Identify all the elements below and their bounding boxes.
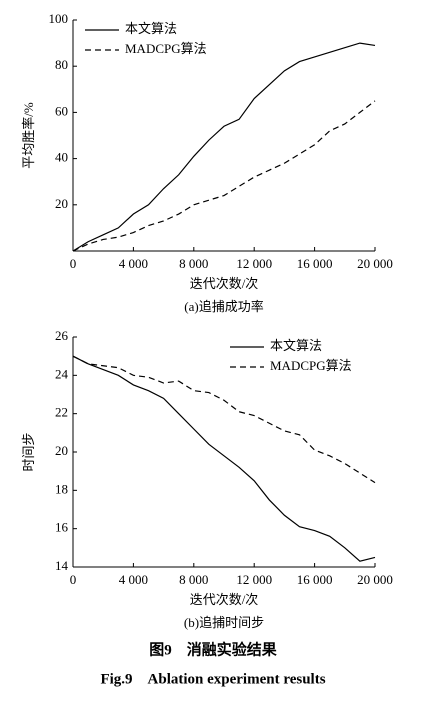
subtitle: (a)追捕成功率 [184,299,263,314]
x-tick-label: 12 000 [236,572,272,587]
x-tick-label: 20 000 [357,256,393,271]
caption-cn: 图9 消融实验结果 [149,640,278,658]
y-tick-label: 60 [55,103,68,118]
x-tick-label: 12 000 [236,256,272,271]
caption-en: Fig.9 Ablation experiment results [100,671,325,687]
series-line [72,355,376,562]
y-tick-label: 16 [55,520,69,535]
series-line [72,100,376,252]
y-tick-label: 40 [55,150,68,165]
y-tick-label: 20 [55,443,68,458]
y-tick-label: 18 [55,481,68,496]
y-tick-label: 80 [55,57,68,72]
x-tick-label: 4 000 [119,572,148,587]
x-tick-label: 8 000 [179,256,208,271]
y-axis-label: 平均胜率/% [21,102,36,169]
x-tick-label: 20 000 [357,572,393,587]
x-axis-label: 迭代次数/次 [190,592,259,607]
legend-label: MADCPG算法 [270,358,352,373]
x-tick-label: 16 000 [297,256,333,271]
legend-label: 本文算法 [125,21,177,36]
x-tick-label: 16 000 [297,572,333,587]
y-tick-label: 20 [55,196,68,211]
x-axis-label: 迭代次数/次 [190,276,259,291]
series-line [72,355,376,484]
y-tick-label: 100 [49,11,69,26]
x-tick-label: 0 [70,256,77,271]
y-axis-label: 时间步 [21,432,36,471]
y-tick-label: 22 [55,405,68,420]
x-tick-label: 4 000 [119,256,148,271]
series-line [72,42,376,252]
subtitle: (b)追捕时间步 [184,615,264,630]
legend-label: 本文算法 [270,338,322,353]
x-tick-label: 0 [70,572,77,587]
legend-label: MADCPG算法 [125,41,207,56]
y-tick-label: 14 [55,558,69,573]
y-tick-label: 26 [55,328,69,343]
y-tick-label: 24 [55,366,69,381]
x-tick-label: 8 000 [179,572,208,587]
